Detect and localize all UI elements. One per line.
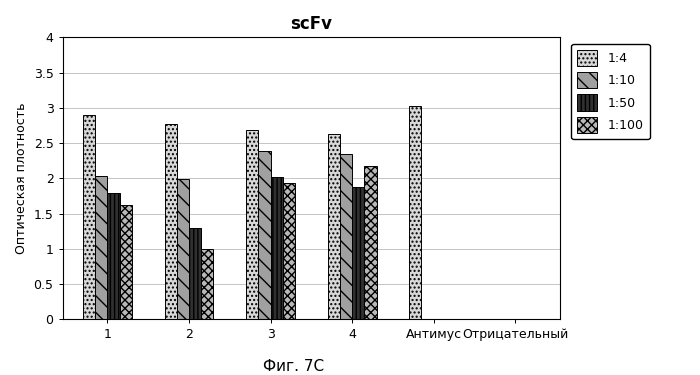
Bar	[409, 106, 421, 319]
Bar	[491, 318, 503, 319]
Bar	[283, 183, 295, 319]
Y-axis label: Оптическая плотность: Оптическая плотность	[15, 102, 28, 254]
Bar	[83, 115, 95, 319]
Bar	[164, 124, 176, 319]
Bar	[352, 187, 364, 319]
Bar	[270, 177, 283, 319]
Bar	[176, 179, 189, 319]
Title: scFv: scFv	[290, 15, 332, 33]
Bar	[107, 193, 120, 319]
Bar	[328, 134, 340, 319]
Bar	[258, 152, 270, 319]
Bar	[340, 154, 352, 319]
Text: Фиг. 7С: Фиг. 7С	[263, 359, 325, 374]
Bar	[189, 228, 201, 319]
Bar	[364, 166, 377, 319]
Bar	[246, 130, 258, 319]
Bar	[120, 205, 132, 319]
Bar	[201, 249, 214, 319]
Bar	[95, 176, 107, 319]
Legend: 1:4, 1:10, 1:50, 1:100: 1:4, 1:10, 1:50, 1:100	[571, 44, 650, 139]
